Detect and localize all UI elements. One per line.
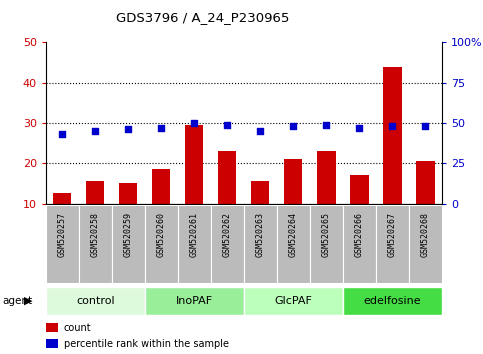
Bar (416, 161, 435, 244)
Bar (185, 125, 203, 244)
Text: GSM520259: GSM520259 (124, 212, 133, 257)
Text: ▶: ▶ (24, 296, 32, 306)
Text: count: count (64, 323, 91, 333)
Text: GSM520260: GSM520260 (157, 212, 166, 257)
Point (256, 128, 264, 134)
Bar (152, 169, 170, 244)
Bar (277, 205, 310, 283)
Text: percentile rank within the sample: percentile rank within the sample (64, 339, 229, 349)
Bar (86, 181, 104, 244)
Point (58, 131, 66, 137)
Bar (376, 205, 409, 283)
Text: GDS3796 / A_24_P230965: GDS3796 / A_24_P230965 (116, 11, 289, 24)
Bar (343, 205, 376, 283)
Point (157, 125, 165, 131)
Bar (384, 67, 401, 244)
Text: GSM520267: GSM520267 (388, 212, 397, 257)
Text: GSM520258: GSM520258 (91, 212, 100, 257)
Text: control: control (76, 296, 114, 306)
Bar (79, 205, 112, 283)
Bar (145, 205, 178, 283)
Text: GSM520257: GSM520257 (58, 212, 67, 257)
Point (224, 122, 231, 127)
Bar (46, 339, 58, 348)
Text: GSM520263: GSM520263 (256, 212, 265, 257)
Bar (244, 205, 277, 283)
Bar (178, 205, 211, 283)
Point (323, 122, 330, 127)
Bar (145, 287, 244, 315)
Text: GSM520261: GSM520261 (190, 212, 199, 257)
Bar (53, 194, 71, 244)
Bar (46, 323, 58, 332)
Bar (317, 151, 336, 244)
Point (125, 127, 132, 132)
Bar (218, 151, 237, 244)
Point (190, 120, 198, 126)
Bar (244, 287, 343, 315)
Bar (251, 181, 270, 244)
Bar (46, 287, 145, 315)
Point (91, 128, 99, 134)
Text: GSM520266: GSM520266 (355, 212, 364, 257)
Text: agent: agent (2, 296, 32, 306)
Bar (284, 159, 302, 244)
Point (289, 124, 297, 129)
Bar (211, 205, 244, 283)
Bar (409, 205, 442, 283)
Text: InoPAF: InoPAF (176, 296, 213, 306)
Bar (310, 205, 343, 283)
Bar (112, 205, 145, 283)
Text: GSM520264: GSM520264 (289, 212, 298, 257)
Text: GSM520262: GSM520262 (223, 212, 232, 257)
Text: GSM520265: GSM520265 (322, 212, 331, 257)
Text: GSM520268: GSM520268 (421, 212, 430, 257)
Point (388, 124, 396, 129)
Bar (350, 175, 369, 244)
Bar (343, 287, 442, 315)
Bar (46, 205, 79, 283)
Point (422, 124, 429, 129)
Point (355, 125, 363, 131)
Bar (119, 183, 138, 244)
Text: edelfosine: edelfosine (364, 296, 421, 306)
Text: GlcPAF: GlcPAF (274, 296, 313, 306)
